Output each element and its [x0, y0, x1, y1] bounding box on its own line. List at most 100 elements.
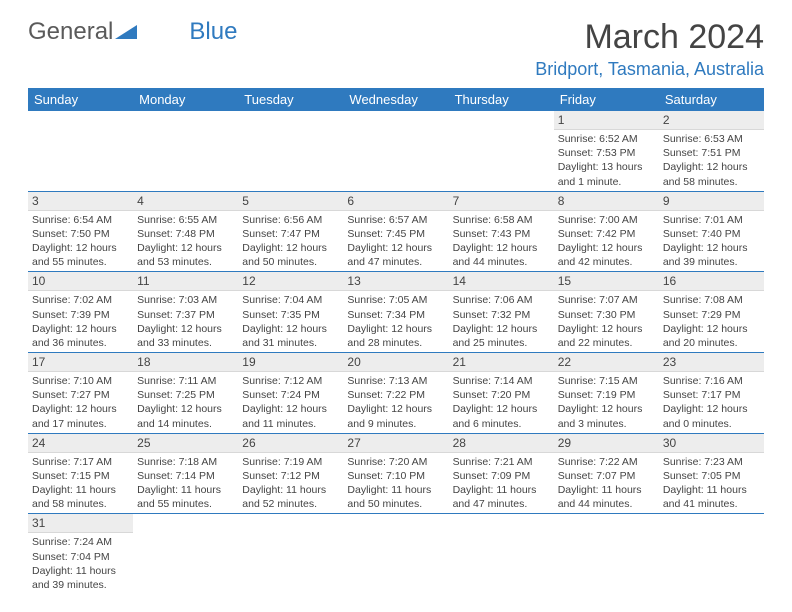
calendar-cell [343, 514, 448, 594]
day-details: Sunrise: 7:17 AMSunset: 7:15 PMDaylight:… [28, 453, 133, 514]
day-number: 21 [449, 353, 554, 372]
col-header: Friday [554, 88, 659, 111]
sunset-text: Sunset: 7:45 PM [347, 227, 444, 241]
calendar-cell: 27Sunrise: 7:20 AMSunset: 7:10 PMDayligh… [343, 433, 448, 514]
day-details: Sunrise: 6:58 AMSunset: 7:43 PMDaylight:… [449, 211, 554, 272]
daylight-text: Daylight: 12 hours and 58 minutes. [663, 160, 760, 188]
daylight-text: Daylight: 12 hours and 39 minutes. [663, 241, 760, 269]
daylight-text: Daylight: 12 hours and 22 minutes. [558, 322, 655, 350]
sunrise-text: Sunrise: 7:23 AM [663, 455, 760, 469]
calendar-cell [343, 111, 448, 191]
calendar-cell [133, 111, 238, 191]
day-number: 30 [659, 434, 764, 453]
day-number: 18 [133, 353, 238, 372]
sunset-text: Sunset: 7:14 PM [137, 469, 234, 483]
calendar-cell: 9Sunrise: 7:01 AMSunset: 7:40 PMDaylight… [659, 191, 764, 272]
sunset-text: Sunset: 7:47 PM [242, 227, 339, 241]
day-details: Sunrise: 7:10 AMSunset: 7:27 PMDaylight:… [28, 372, 133, 433]
daylight-text: Daylight: 12 hours and 28 minutes. [347, 322, 444, 350]
calendar-cell: 18Sunrise: 7:11 AMSunset: 7:25 PMDayligh… [133, 353, 238, 434]
calendar-row: 3Sunrise: 6:54 AMSunset: 7:50 PMDaylight… [28, 191, 764, 272]
calendar-cell: 16Sunrise: 7:08 AMSunset: 7:29 PMDayligh… [659, 272, 764, 353]
calendar-cell: 24Sunrise: 7:17 AMSunset: 7:15 PMDayligh… [28, 433, 133, 514]
sunset-text: Sunset: 7:43 PM [453, 227, 550, 241]
sunset-text: Sunset: 7:35 PM [242, 308, 339, 322]
day-details: Sunrise: 7:14 AMSunset: 7:20 PMDaylight:… [449, 372, 554, 433]
daylight-text: Daylight: 12 hours and 31 minutes. [242, 322, 339, 350]
day-number: 12 [238, 272, 343, 291]
sunrise-text: Sunrise: 7:03 AM [137, 293, 234, 307]
calendar-cell: 6Sunrise: 6:57 AMSunset: 7:45 PMDaylight… [343, 191, 448, 272]
day-number: 22 [554, 353, 659, 372]
sunrise-text: Sunrise: 7:00 AM [558, 213, 655, 227]
sunrise-text: Sunrise: 7:19 AM [242, 455, 339, 469]
sunrise-text: Sunrise: 6:58 AM [453, 213, 550, 227]
sunrise-text: Sunrise: 7:18 AM [137, 455, 234, 469]
calendar-cell [554, 514, 659, 594]
calendar-header-row: SundayMondayTuesdayWednesdayThursdayFrid… [28, 88, 764, 111]
daylight-text: Daylight: 11 hours and 58 minutes. [32, 483, 129, 511]
daylight-text: Daylight: 12 hours and 11 minutes. [242, 402, 339, 430]
day-number: 29 [554, 434, 659, 453]
sunrise-text: Sunrise: 7:16 AM [663, 374, 760, 388]
calendar-cell: 3Sunrise: 6:54 AMSunset: 7:50 PMDaylight… [28, 191, 133, 272]
sunset-text: Sunset: 7:50 PM [32, 227, 129, 241]
sunrise-text: Sunrise: 7:07 AM [558, 293, 655, 307]
sunrise-text: Sunrise: 7:02 AM [32, 293, 129, 307]
sunset-text: Sunset: 7:05 PM [663, 469, 760, 483]
day-details: Sunrise: 7:04 AMSunset: 7:35 PMDaylight:… [238, 291, 343, 352]
sunset-text: Sunset: 7:48 PM [137, 227, 234, 241]
daylight-text: Daylight: 12 hours and 17 minutes. [32, 402, 129, 430]
daylight-text: Daylight: 12 hours and 36 minutes. [32, 322, 129, 350]
day-details: Sunrise: 7:24 AMSunset: 7:04 PMDaylight:… [28, 533, 133, 594]
title-block: March 2024 Bridport, Tasmania, Australia [535, 18, 764, 80]
day-details: Sunrise: 7:12 AMSunset: 7:24 PMDaylight:… [238, 372, 343, 433]
day-number: 17 [28, 353, 133, 372]
day-number: 31 [28, 514, 133, 533]
day-number: 20 [343, 353, 448, 372]
logo-text-2: Blue [189, 18, 237, 46]
daylight-text: Daylight: 12 hours and 55 minutes. [32, 241, 129, 269]
logo-triangle-icon [115, 18, 137, 46]
daylight-text: Daylight: 12 hours and 47 minutes. [347, 241, 444, 269]
day-details: Sunrise: 7:03 AMSunset: 7:37 PMDaylight:… [133, 291, 238, 352]
calendar-cell: 4Sunrise: 6:55 AMSunset: 7:48 PMDaylight… [133, 191, 238, 272]
day-details: Sunrise: 6:52 AMSunset: 7:53 PMDaylight:… [554, 130, 659, 191]
sunrise-text: Sunrise: 6:54 AM [32, 213, 129, 227]
day-details: Sunrise: 6:57 AMSunset: 7:45 PMDaylight:… [343, 211, 448, 272]
sunrise-text: Sunrise: 7:12 AM [242, 374, 339, 388]
sunset-text: Sunset: 7:19 PM [558, 388, 655, 402]
sunrise-text: Sunrise: 6:53 AM [663, 132, 760, 146]
day-details: Sunrise: 6:53 AMSunset: 7:51 PMDaylight:… [659, 130, 764, 191]
day-number: 1 [554, 111, 659, 130]
logo-text-1: General [28, 18, 113, 46]
calendar-cell: 12Sunrise: 7:04 AMSunset: 7:35 PMDayligh… [238, 272, 343, 353]
calendar-cell: 14Sunrise: 7:06 AMSunset: 7:32 PMDayligh… [449, 272, 554, 353]
sunrise-text: Sunrise: 7:20 AM [347, 455, 444, 469]
calendar-cell: 20Sunrise: 7:13 AMSunset: 7:22 PMDayligh… [343, 353, 448, 434]
daylight-text: Daylight: 11 hours and 39 minutes. [32, 564, 129, 592]
calendar-cell [238, 514, 343, 594]
daylight-text: Daylight: 13 hours and 1 minute. [558, 160, 655, 188]
calendar-cell: 7Sunrise: 6:58 AMSunset: 7:43 PMDaylight… [449, 191, 554, 272]
day-number: 16 [659, 272, 764, 291]
calendar-cell [449, 111, 554, 191]
sunset-text: Sunset: 7:25 PM [137, 388, 234, 402]
day-number: 9 [659, 192, 764, 211]
calendar-body: 1Sunrise: 6:52 AMSunset: 7:53 PMDaylight… [28, 111, 764, 594]
daylight-text: Daylight: 12 hours and 42 minutes. [558, 241, 655, 269]
daylight-text: Daylight: 12 hours and 50 minutes. [242, 241, 339, 269]
sunset-text: Sunset: 7:07 PM [558, 469, 655, 483]
calendar-row: 17Sunrise: 7:10 AMSunset: 7:27 PMDayligh… [28, 353, 764, 434]
col-header: Wednesday [343, 88, 448, 111]
calendar-cell: 11Sunrise: 7:03 AMSunset: 7:37 PMDayligh… [133, 272, 238, 353]
col-header: Sunday [28, 88, 133, 111]
col-header: Saturday [659, 88, 764, 111]
calendar-cell: 22Sunrise: 7:15 AMSunset: 7:19 PMDayligh… [554, 353, 659, 434]
daylight-text: Daylight: 11 hours and 41 minutes. [663, 483, 760, 511]
day-details: Sunrise: 7:02 AMSunset: 7:39 PMDaylight:… [28, 291, 133, 352]
sunrise-text: Sunrise: 7:04 AM [242, 293, 339, 307]
day-details: Sunrise: 7:08 AMSunset: 7:29 PMDaylight:… [659, 291, 764, 352]
day-details: Sunrise: 7:00 AMSunset: 7:42 PMDaylight:… [554, 211, 659, 272]
calendar-table: SundayMondayTuesdayWednesdayThursdayFrid… [28, 88, 764, 594]
